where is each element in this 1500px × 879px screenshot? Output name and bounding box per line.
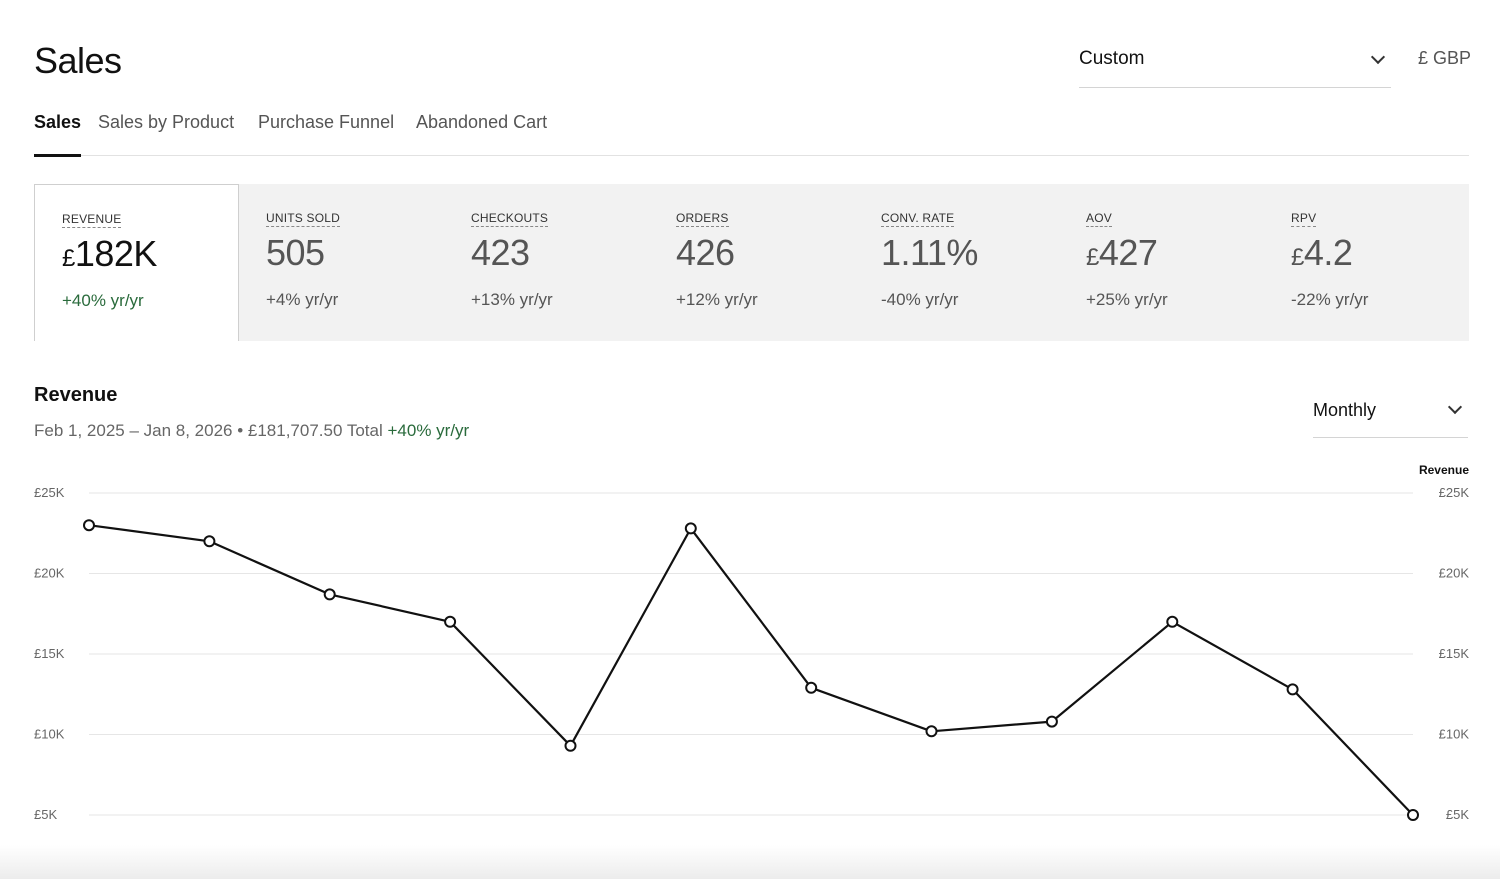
metric-value: £427: [1086, 232, 1158, 274]
metric-currency: £: [62, 245, 75, 272]
metric-change: +40% yr/yr: [62, 291, 144, 310]
data-point[interactable]: [925, 725, 938, 738]
metric-label: AOV: [1086, 211, 1112, 227]
metric-number: 4.2: [1303, 232, 1353, 273]
metric-card-rpv[interactable]: RPV £4.2 -22% yr/yr: [1264, 184, 1469, 341]
tab-purchase-funnel[interactable]: Purchase Funnel: [258, 112, 395, 132]
metric-card-revenue[interactable]: REVENUE £182K +40% yr/yr: [34, 184, 239, 341]
data-point[interactable]: [684, 522, 697, 535]
metric-change: +25% yr/yr: [1086, 290, 1168, 309]
data-point[interactable]: [1045, 715, 1058, 728]
metric-currency: £: [1291, 244, 1304, 271]
period-value: Monthly: [1313, 400, 1377, 420]
metric-number: 427: [1098, 232, 1158, 273]
metric-change: +12% yr/yr: [676, 290, 758, 309]
metric-label: REVENUE: [62, 212, 122, 228]
chart-subtitle: Feb 1, 2025 – Jan 8, 2026 • £181,707.50 …: [34, 421, 469, 441]
bottom-fade: [0, 845, 1500, 879]
y-tick-label-left: £15K: [34, 646, 65, 661]
period-select[interactable]: Monthly: [1313, 395, 1468, 438]
metrics-strip: REVENUE £182K +40% yr/yr UNITS SOLD 505 …: [34, 184, 1469, 341]
metric-change: -22% yr/yr: [1291, 290, 1369, 309]
data-point[interactable]: [1286, 683, 1299, 696]
metric-number: 426: [676, 232, 735, 273]
metric-label: CHECKOUTS: [471, 211, 549, 227]
chart-title: Revenue: [34, 384, 118, 406]
y-tick-label-left: £10K: [34, 727, 65, 742]
series-line-revenue: [88, 524, 1414, 816]
metric-label: CONV. RATE: [881, 211, 955, 227]
metric-number: 505: [266, 232, 325, 273]
chevron-down-icon: [1370, 49, 1386, 65]
legend-series-label: Revenue: [1418, 463, 1469, 477]
metric-label: ORDERS: [676, 211, 729, 227]
currency-label[interactable]: £ GBP: [1418, 48, 1472, 68]
metric-value: 1.11%: [881, 232, 978, 274]
data-point[interactable]: [1407, 809, 1419, 821]
y-tick-label-right: £10K: [1439, 727, 1470, 742]
metric-currency: £: [1086, 244, 1099, 271]
metric-value: 426: [676, 232, 735, 274]
date-range-select[interactable]: Custom: [1079, 40, 1391, 88]
page-title: Sales: [34, 40, 122, 81]
metric-value: £182K: [62, 233, 157, 275]
data-point[interactable]: [1166, 615, 1179, 628]
tab-sales-by-product[interactable]: Sales by Product: [98, 112, 235, 132]
metric-card-conv-rate[interactable]: CONV. RATE 1.11% -40% yr/yr: [854, 184, 1059, 341]
metric-value: 423: [471, 232, 530, 274]
metric-value: £4.2: [1291, 232, 1353, 274]
metric-card-orders[interactable]: ORDERS 426 +12% yr/yr: [649, 184, 854, 341]
chart-subtitle-change: +40% yr/yr: [387, 421, 470, 440]
tab-sales[interactable]: Sales: [34, 112, 82, 157]
metric-label: RPV: [1291, 211, 1317, 227]
tab-abandoned-cart[interactable]: Abandoned Cart: [416, 112, 548, 132]
y-tick-label-right: £5K: [1446, 807, 1469, 822]
data-point[interactable]: [83, 519, 95, 532]
y-tick-label-left: £5K: [34, 807, 57, 822]
metric-change: +4% yr/yr: [266, 290, 339, 309]
data-point[interactable]: [444, 615, 457, 628]
data-point[interactable]: [564, 739, 577, 752]
date-range-value: Custom: [1079, 48, 1145, 69]
y-tick-label-right: £25K: [1439, 485, 1470, 500]
metric-card-units-sold[interactable]: UNITS SOLD 505 +4% yr/yr: [239, 184, 444, 341]
metric-card-aov[interactable]: AOV £427 +25% yr/yr: [1059, 184, 1264, 341]
metric-change: +13% yr/yr: [471, 290, 553, 309]
metric-label: UNITS SOLD: [266, 211, 341, 227]
chart-subtitle-text: Feb 1, 2025 – Jan 8, 2026 • £181,707.50 …: [34, 421, 383, 440]
metric-number: 1.11%: [881, 232, 978, 273]
revenue-line-chart[interactable]: £25K £25K £20K £20K £15K £15K £10K £10K £5K £5K: [0, 470, 1500, 840]
y-tick-label-right: £15K: [1439, 646, 1470, 661]
y-tick-label-right: £20K: [1439, 566, 1470, 581]
data-point[interactable]: [805, 681, 818, 694]
metric-number: 182K: [74, 233, 158, 274]
metric-value: 505: [266, 232, 325, 274]
y-tick-label-left: £20K: [34, 566, 65, 581]
metric-card-checkouts[interactable]: CHECKOUTS 423 +13% yr/yr: [444, 184, 649, 341]
data-point[interactable]: [323, 588, 336, 601]
chevron-down-icon: [1447, 399, 1463, 415]
report-tabs: Sales Sales by Product Purchase Funnel A…: [34, 110, 1469, 157]
metric-number: 423: [471, 232, 530, 273]
y-tick-label-left: £25K: [34, 485, 65, 500]
metric-change: -40% yr/yr: [881, 290, 959, 309]
data-point[interactable]: [203, 535, 216, 548]
